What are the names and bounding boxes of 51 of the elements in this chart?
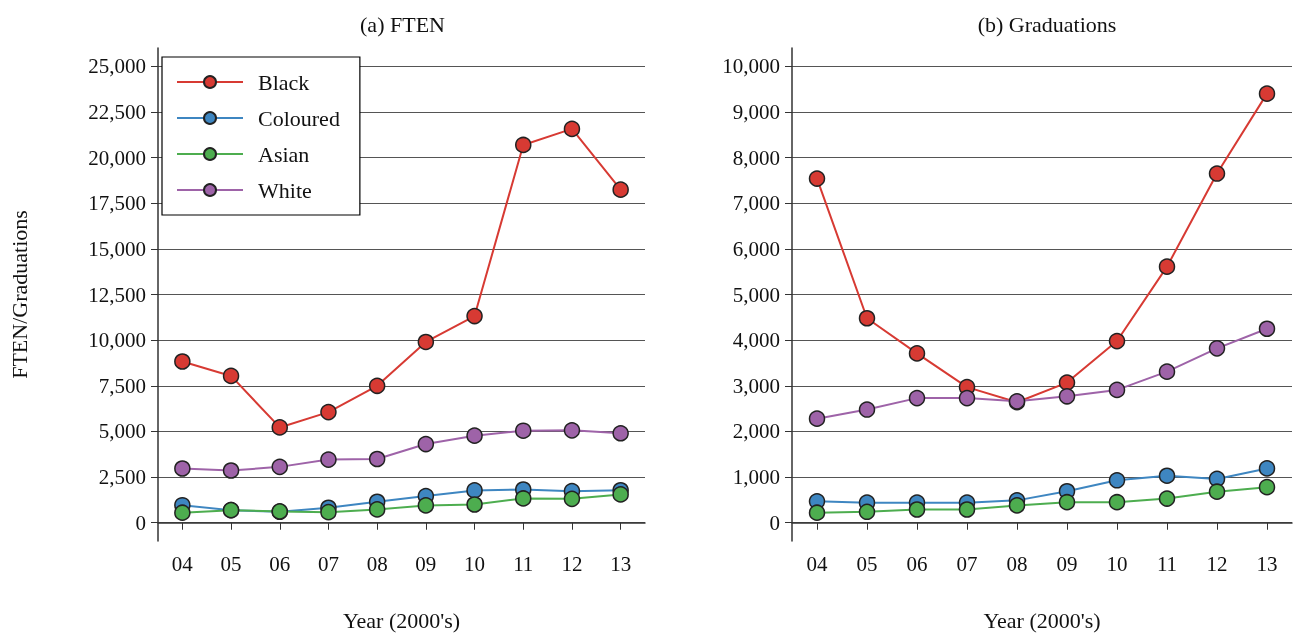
x-tick-label: 10 bbox=[464, 551, 486, 576]
y-tick-label: 1,000 bbox=[732, 465, 780, 490]
x-tick-label: 13 bbox=[1256, 551, 1278, 576]
y-tick-label: 0 bbox=[769, 510, 780, 535]
x-tick-label: 12 bbox=[561, 551, 583, 576]
y-tick-label: 5,000 bbox=[98, 419, 146, 444]
y-tick-label: 6,000 bbox=[732, 236, 780, 261]
y-tick-label: 0 bbox=[135, 510, 146, 535]
chart-title: (b) Graduations bbox=[977, 11, 1117, 37]
y-tick-label: 12,500 bbox=[88, 282, 146, 307]
y-tick-label: 2,500 bbox=[98, 465, 146, 490]
y-tick-label: 7,500 bbox=[98, 373, 146, 398]
y-axis-title: FTEN/Graduations bbox=[6, 210, 32, 379]
x-tick-label: 04 bbox=[806, 551, 828, 576]
x-tick-label: 05 bbox=[856, 551, 878, 576]
x-tick-label: 04 bbox=[171, 551, 194, 576]
x-axis-title: Year (2000's) bbox=[342, 607, 461, 633]
x-tick-label: 06 bbox=[269, 551, 291, 576]
x-tick-label: 07 bbox=[317, 551, 339, 576]
y-tick-label: 7,000 bbox=[732, 191, 780, 216]
x-tick-label: 12 bbox=[1206, 551, 1228, 576]
y-tick-label: 17,500 bbox=[88, 191, 146, 216]
y-tick-label: 4,000 bbox=[732, 328, 780, 353]
y-tick-label: 8,000 bbox=[732, 145, 780, 170]
legend-label: Black bbox=[258, 69, 310, 95]
x-tick-label: 10 bbox=[1106, 551, 1128, 576]
x-tick-label: 09 bbox=[415, 551, 437, 576]
x-tick-label: 07 bbox=[956, 551, 978, 576]
y-tick-label: 3,000 bbox=[732, 373, 780, 398]
y-tick-label: 9,000 bbox=[732, 99, 780, 124]
y-tick-label: 15,000 bbox=[88, 236, 146, 261]
x-tick-label: 08 bbox=[366, 551, 388, 576]
x-tick-label: 09 bbox=[1056, 551, 1078, 576]
x-tick-label: 13 bbox=[610, 551, 632, 576]
chart-title: (a) FTEN bbox=[360, 11, 446, 37]
x-tick-label: 08 bbox=[1006, 551, 1028, 576]
y-tick-label: 25,000 bbox=[88, 54, 146, 79]
x-axis-title: Year (2000's) bbox=[983, 607, 1101, 633]
x-tick-label: 06 bbox=[906, 551, 928, 576]
x-tick-label: 11 bbox=[1156, 551, 1178, 576]
y-tick-label: 22,500 bbox=[88, 99, 146, 124]
legend-label: White bbox=[258, 177, 312, 203]
y-tick-label: 20,000 bbox=[88, 145, 146, 170]
legend-label: Asian bbox=[258, 141, 310, 167]
legend-label: Coloured bbox=[258, 105, 340, 131]
y-tick-label: 5,000 bbox=[732, 282, 780, 307]
y-tick-label: 10,000 bbox=[88, 328, 146, 353]
x-tick-label: 05 bbox=[220, 551, 242, 576]
x-tick-label: 11 bbox=[513, 551, 534, 576]
y-tick-label: 10,000 bbox=[722, 54, 780, 79]
y-tick-label: 2,000 bbox=[732, 419, 780, 444]
